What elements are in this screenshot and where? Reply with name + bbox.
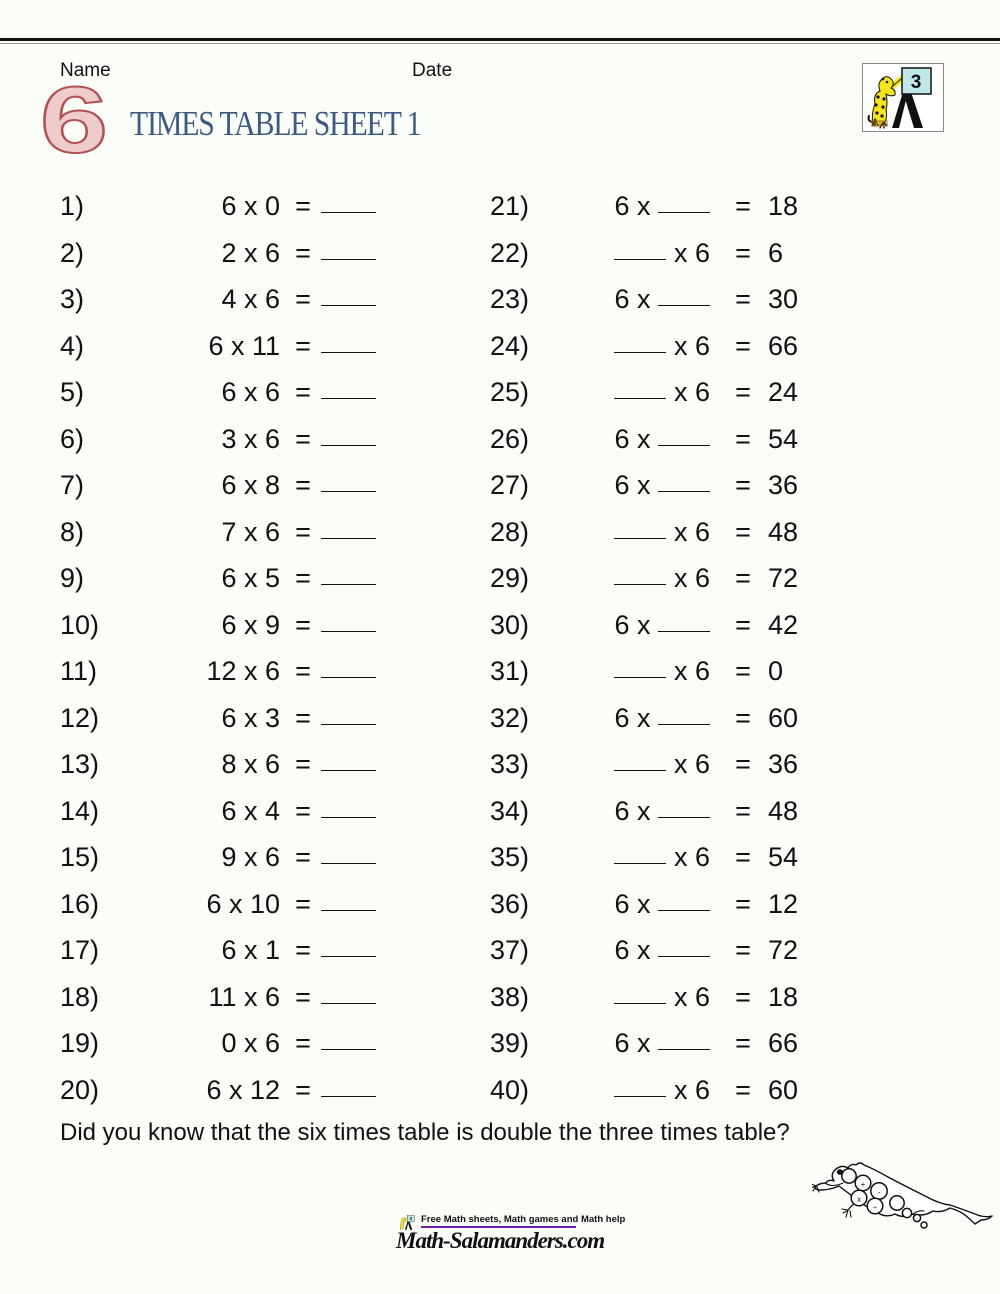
svg-text:÷: ÷ (873, 1205, 877, 1212)
svg-text:-: - (878, 1188, 881, 1197)
svg-text:3: 3 (911, 72, 922, 93)
svg-text:x: x (857, 1195, 861, 1204)
svg-text:+: + (861, 1180, 866, 1189)
